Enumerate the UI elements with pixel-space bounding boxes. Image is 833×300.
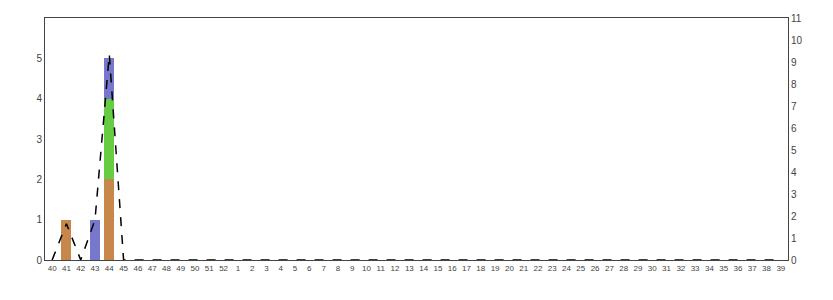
svg-text:25: 25: [576, 264, 585, 273]
svg-text:13: 13: [405, 264, 414, 273]
svg-text:36: 36: [734, 264, 743, 273]
svg-text:1: 1: [236, 264, 241, 273]
svg-text:5: 5: [36, 53, 42, 64]
svg-text:3: 3: [791, 189, 797, 200]
svg-text:3: 3: [264, 264, 269, 273]
svg-text:34: 34: [705, 264, 714, 273]
svg-text:32: 32: [676, 264, 685, 273]
svg-text:44: 44: [105, 264, 114, 273]
svg-text:47: 47: [148, 264, 157, 273]
svg-text:52: 52: [219, 264, 228, 273]
svg-text:4: 4: [791, 167, 797, 178]
svg-text:4: 4: [279, 264, 284, 273]
svg-text:43: 43: [91, 264, 100, 273]
svg-text:8: 8: [336, 264, 341, 273]
svg-text:20: 20: [505, 264, 514, 273]
svg-text:2: 2: [791, 211, 797, 222]
svg-text:10: 10: [362, 264, 371, 273]
svg-text:45: 45: [119, 264, 128, 273]
svg-text:23: 23: [548, 264, 557, 273]
svg-text:2: 2: [36, 174, 42, 185]
svg-text:29: 29: [634, 264, 643, 273]
svg-text:38: 38: [762, 264, 771, 273]
svg-text:3: 3: [36, 134, 42, 145]
svg-text:40: 40: [48, 264, 57, 273]
svg-text:5: 5: [791, 145, 797, 156]
svg-text:27: 27: [605, 264, 614, 273]
svg-text:12: 12: [391, 264, 400, 273]
svg-text:11: 11: [377, 264, 386, 273]
svg-text:9: 9: [350, 264, 355, 273]
svg-text:37: 37: [748, 264, 757, 273]
svg-text:17: 17: [462, 264, 471, 273]
svg-text:22: 22: [533, 264, 542, 273]
svg-text:19: 19: [491, 264, 500, 273]
svg-text:24: 24: [562, 264, 571, 273]
svg-text:8: 8: [791, 79, 797, 90]
svg-text:9: 9: [791, 57, 797, 68]
svg-text:6: 6: [791, 123, 797, 134]
svg-text:16: 16: [448, 264, 457, 273]
svg-text:0: 0: [36, 255, 42, 266]
svg-text:48: 48: [162, 264, 171, 273]
svg-text:42: 42: [76, 264, 85, 273]
svg-text:1: 1: [791, 233, 797, 244]
svg-text:31: 31: [662, 264, 671, 273]
svg-text:5: 5: [293, 264, 298, 273]
svg-text:7: 7: [321, 264, 326, 273]
svg-text:33: 33: [691, 264, 700, 273]
svg-text:6: 6: [307, 264, 312, 273]
svg-text:51: 51: [205, 264, 214, 273]
svg-text:50: 50: [191, 264, 200, 273]
svg-text:10: 10: [791, 35, 803, 46]
svg-text:1: 1: [36, 214, 42, 225]
svg-text:4: 4: [36, 93, 42, 104]
svg-text:39: 39: [776, 264, 785, 273]
svg-text:28: 28: [619, 264, 628, 273]
svg-text:35: 35: [719, 264, 728, 273]
svg-text:49: 49: [176, 264, 185, 273]
svg-text:15: 15: [433, 264, 442, 273]
svg-text:30: 30: [648, 264, 657, 273]
svg-text:2: 2: [250, 264, 255, 273]
svg-text:41: 41: [62, 264, 71, 273]
svg-text:11: 11: [791, 13, 802, 24]
svg-text:21: 21: [519, 264, 528, 273]
svg-text:7: 7: [791, 101, 797, 112]
svg-text:26: 26: [591, 264, 600, 273]
svg-text:46: 46: [133, 264, 142, 273]
svg-text:0: 0: [791, 255, 797, 266]
svg-text:18: 18: [476, 264, 485, 273]
svg-text:14: 14: [419, 264, 428, 273]
